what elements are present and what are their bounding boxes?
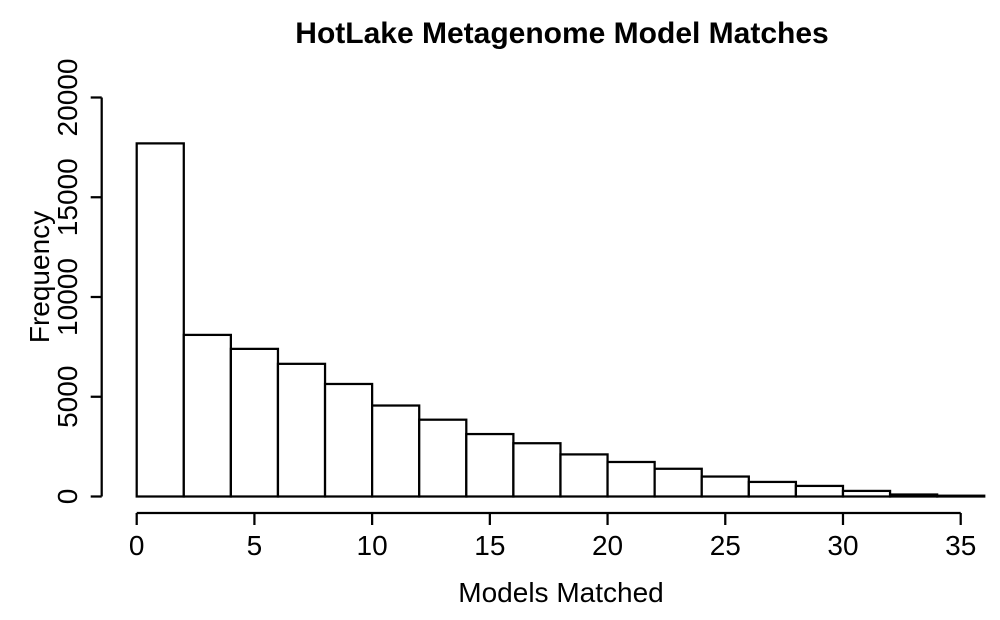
histogram-bar (276, 362, 327, 498)
y-tick-label: 15000 (52, 158, 83, 236)
histogram-bar (465, 432, 515, 498)
x-tick-label: 15 (474, 530, 505, 561)
histogram-bar (135, 142, 185, 498)
histogram-bar (841, 489, 892, 498)
histogram-bar (512, 442, 562, 498)
histogram-bar (229, 347, 280, 498)
histogram-bar (700, 475, 750, 498)
histogram-bar (323, 382, 374, 498)
x-axis-label: Models Matched (458, 577, 664, 608)
histogram-bar (418, 418, 468, 498)
histogram-bar (182, 333, 232, 498)
histogram-bar (371, 404, 421, 498)
x-tick-label: 35 (945, 530, 976, 561)
histogram-bar (888, 493, 939, 498)
histogram-bar (794, 484, 845, 498)
y-axis-label: Frequency (24, 210, 55, 344)
histogram-bar (559, 453, 609, 498)
x-tick-label: 0 (129, 530, 145, 561)
histogram-bar (606, 460, 656, 498)
x-tick-label: 25 (710, 530, 741, 561)
x-tick-label: 20 (592, 530, 623, 561)
x-tick-label: 10 (357, 530, 388, 561)
x-tick-label: 5 (247, 530, 263, 561)
histogram-bar (747, 480, 798, 498)
x-tick-label: 30 (827, 530, 858, 561)
y-tick-label: 5000 (52, 366, 83, 428)
histogram-bar (653, 467, 703, 498)
chart-title: HotLake Metagenome Model Matches (295, 17, 829, 50)
histogram-bar (936, 494, 986, 498)
y-tick-label: 10000 (52, 258, 83, 336)
y-tick-label: 0 (52, 489, 83, 505)
y-tick-label: 20000 (52, 59, 83, 137)
